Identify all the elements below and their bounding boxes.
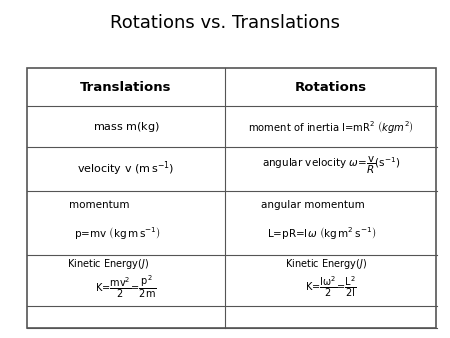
Text: p=mv $\left(\mathrm{kg\,m\,s^{-1}}\right)$: p=mv $\left(\mathrm{kg\,m\,s^{-1}}\right…: [73, 225, 161, 241]
Text: K=$\dfrac{\mathrm{I\omega^{2}}}{2}$=$\dfrac{\mathrm{L^{2}}}{2\mathrm{I}}$: K=$\dfrac{\mathrm{I\omega^{2}}}{2}$=$\df…: [305, 274, 357, 299]
Text: Translations: Translations: [80, 80, 172, 94]
Text: Kinetic Energy$(J)$: Kinetic Energy$(J)$: [67, 257, 149, 271]
Text: moment of inertia I=mR$^{2}$ $\left(\mathit{kg}\mathit{m}^{2}\right)$: moment of inertia I=mR$^{2}$ $\left(\mat…: [248, 119, 414, 135]
Text: Rotations: Rotations: [295, 80, 367, 94]
Text: mass m$\left(\mathrm{kg}\right)$: mass m$\left(\mathrm{kg}\right)$: [93, 120, 159, 134]
Text: angular velocity $\omega$=$\dfrac{\mathrm{v}}{R}$$\left(\mathrm{s^{-1}}\right)$: angular velocity $\omega$=$\dfrac{\mathr…: [261, 154, 400, 175]
Text: momentum: momentum: [69, 200, 129, 210]
Text: Rotations vs. Translations: Rotations vs. Translations: [110, 14, 340, 31]
Text: K=$\dfrac{\mathrm{mv^{2}}}{2}$=$\dfrac{\mathrm{p^{2}}}{2\mathrm{m}}$: K=$\dfrac{\mathrm{mv^{2}}}{2}$=$\dfrac{\…: [95, 273, 157, 300]
Text: angular momentum: angular momentum: [261, 200, 365, 210]
Text: velocity v $\left(\mathrm{m\,s^{-1}}\right)$: velocity v $\left(\mathrm{m\,s^{-1}}\rig…: [77, 160, 175, 178]
Text: L=pR=I$\omega$ $\left(\mathrm{kg\,m^{2}\,s^{-1}}\right)$: L=pR=I$\omega$ $\left(\mathrm{kg\,m^{2}\…: [267, 225, 376, 241]
Text: Kinetic Energy$(J)$: Kinetic Energy$(J)$: [285, 257, 367, 271]
